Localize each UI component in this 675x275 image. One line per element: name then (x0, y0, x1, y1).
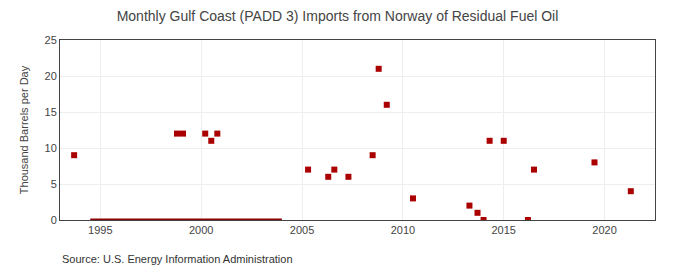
svg-text:20: 20 (45, 70, 57, 82)
svg-text:2005: 2005 (290, 224, 314, 236)
svg-text:Monthly Gulf Coast (PADD 3) Im: Monthly Gulf Coast (PADD 3) Imports from… (117, 8, 559, 24)
svg-text:2020: 2020 (592, 224, 616, 236)
svg-text:25: 25 (45, 34, 57, 46)
svg-text:Thousand Barrels per Day: Thousand Barrels per Day (18, 65, 30, 194)
svg-text:0: 0 (51, 214, 57, 226)
svg-text:2015: 2015 (491, 224, 515, 236)
svg-text:10: 10 (45, 142, 57, 154)
svg-text:1995: 1995 (88, 224, 112, 236)
svg-text:Source: U.S. Energy Informatio: Source: U.S. Energy Information Administ… (62, 253, 293, 265)
svg-text:2010: 2010 (391, 224, 415, 236)
svg-text:5: 5 (51, 178, 57, 190)
svg-text:2000: 2000 (189, 224, 213, 236)
svg-text:15: 15 (45, 106, 57, 118)
